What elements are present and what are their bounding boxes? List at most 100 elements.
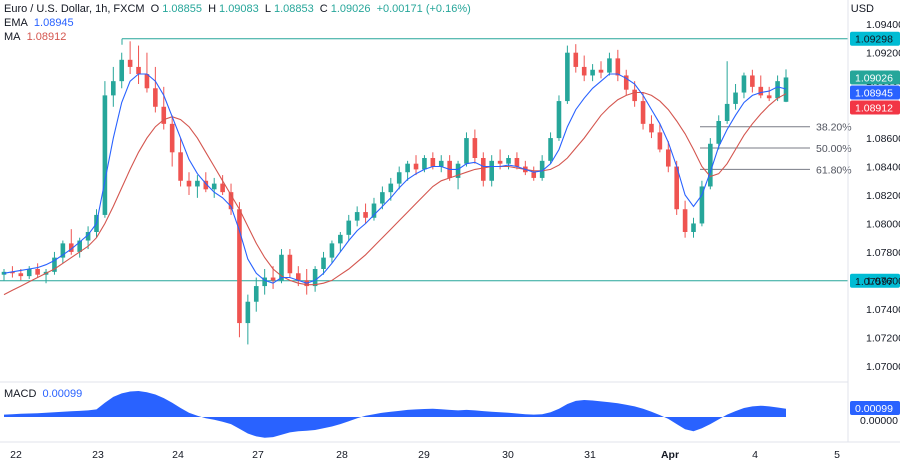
candle-body [10,271,15,274]
x-tick-label: 28 [336,449,348,461]
time-axis: 22 23 24 27 28 29 30 31 Apr 4 5 [0,441,900,461]
candle-body [253,286,259,302]
candle-body [270,277,276,281]
candle-body [733,92,738,104]
candle-body [657,132,663,150]
candle-body [716,121,722,144]
indicator-lines [3,73,787,296]
candle-body [127,59,133,67]
candle-body [724,103,730,121]
candle-body [346,220,352,235]
fib-label: 50.00% [816,143,852,155]
candle-body [26,269,32,277]
candle-body [741,75,747,93]
candle-body [590,69,595,76]
x-tick-label: 24 [172,449,184,461]
candle-body [422,158,427,170]
fib-label: 61.80% [816,164,852,176]
level-badge [850,31,900,46]
candle-body [85,232,91,241]
candle-body [455,163,461,178]
candle-body [405,163,410,173]
high-value: 1.09083 [219,3,259,15]
x-tick-label: 31 [584,449,596,461]
candle-body [363,212,368,218]
candle-body [708,143,713,187]
ema-line [3,73,787,284]
price-axis: 1.094001.092001.090001.088001.086001.084… [847,0,900,442]
candle-body [186,180,192,187]
y-tick-label: 1.09200 [866,48,900,60]
ema-legend[interactable]: EMA 1.08945 [4,17,77,29]
candle-body [77,240,82,252]
candle-body [674,166,679,210]
candle-body [321,257,326,269]
x-tick-label: 5 [834,449,840,461]
candle-body [195,180,200,187]
candle-body [237,209,242,324]
ma-line [3,91,787,296]
candle-body [178,152,183,181]
ema-label: EMA [4,17,28,29]
candle-body [380,192,385,204]
candle-body [279,254,284,281]
x-tick-label: 27 [252,449,264,461]
candle-body [565,52,570,102]
candle-body [430,158,436,167]
candle-body [371,203,377,218]
candle-body [758,86,764,96]
candle-body [615,58,621,76]
candle-body [489,160,494,181]
y-tick-label: 1.08000 [866,218,900,230]
candle-body [573,52,579,67]
candle-body [245,301,251,324]
fib-label: 38.20% [816,122,852,134]
candle-body [472,138,478,158]
candle-body [649,123,654,133]
symbol-title: Euro / U.S. Dollar, 1h, FXCM [4,3,145,15]
candle-body [153,88,158,107]
candle-body [228,192,234,210]
candle-body [136,66,141,75]
currency-label: USD [850,3,874,15]
candle-body [632,89,637,102]
candle-body [438,160,444,167]
candle-body [539,160,545,178]
candle-body [388,183,394,193]
candle-body [396,172,402,184]
x-tick-label: Apr [661,449,679,461]
macd-badge-label: 0.00099 [855,403,893,415]
y-tick-label: 1.08200 [866,190,900,202]
last-price-label: 1.09026 [855,72,893,84]
candle-body [775,81,780,99]
macd-legend[interactable]: MACD 0.00099 [4,388,85,400]
candle-body [665,149,671,167]
candle-body [531,172,537,178]
candle-body [413,163,419,170]
y-tick-label: 1.07600 [866,275,900,287]
macd-value: 0.00099 [42,388,83,400]
ma-legend[interactable]: MA 1.08912 [4,31,69,43]
candle-body [691,223,696,232]
y-tick-label: 1.08400 [866,162,900,174]
candle-body [52,257,57,272]
last-price-badge [850,100,900,115]
candle-body [144,74,150,89]
candle-body [312,269,318,287]
candle-body [119,59,125,82]
candle-body [287,254,293,274]
low-value: 1.08853 [273,3,314,15]
last-price-badge [850,70,900,85]
candle-body [338,234,343,244]
x-tick-label: 22 [10,449,22,461]
y-tick-label: 1.07400 [866,304,900,316]
candle-body [766,95,772,99]
candle-body [161,106,167,124]
last-price-label: 1.08945 [855,87,893,99]
y-tick-label: 1.08600 [866,133,900,145]
x-tick-label: 23 [92,449,104,461]
candle-body [514,158,520,167]
